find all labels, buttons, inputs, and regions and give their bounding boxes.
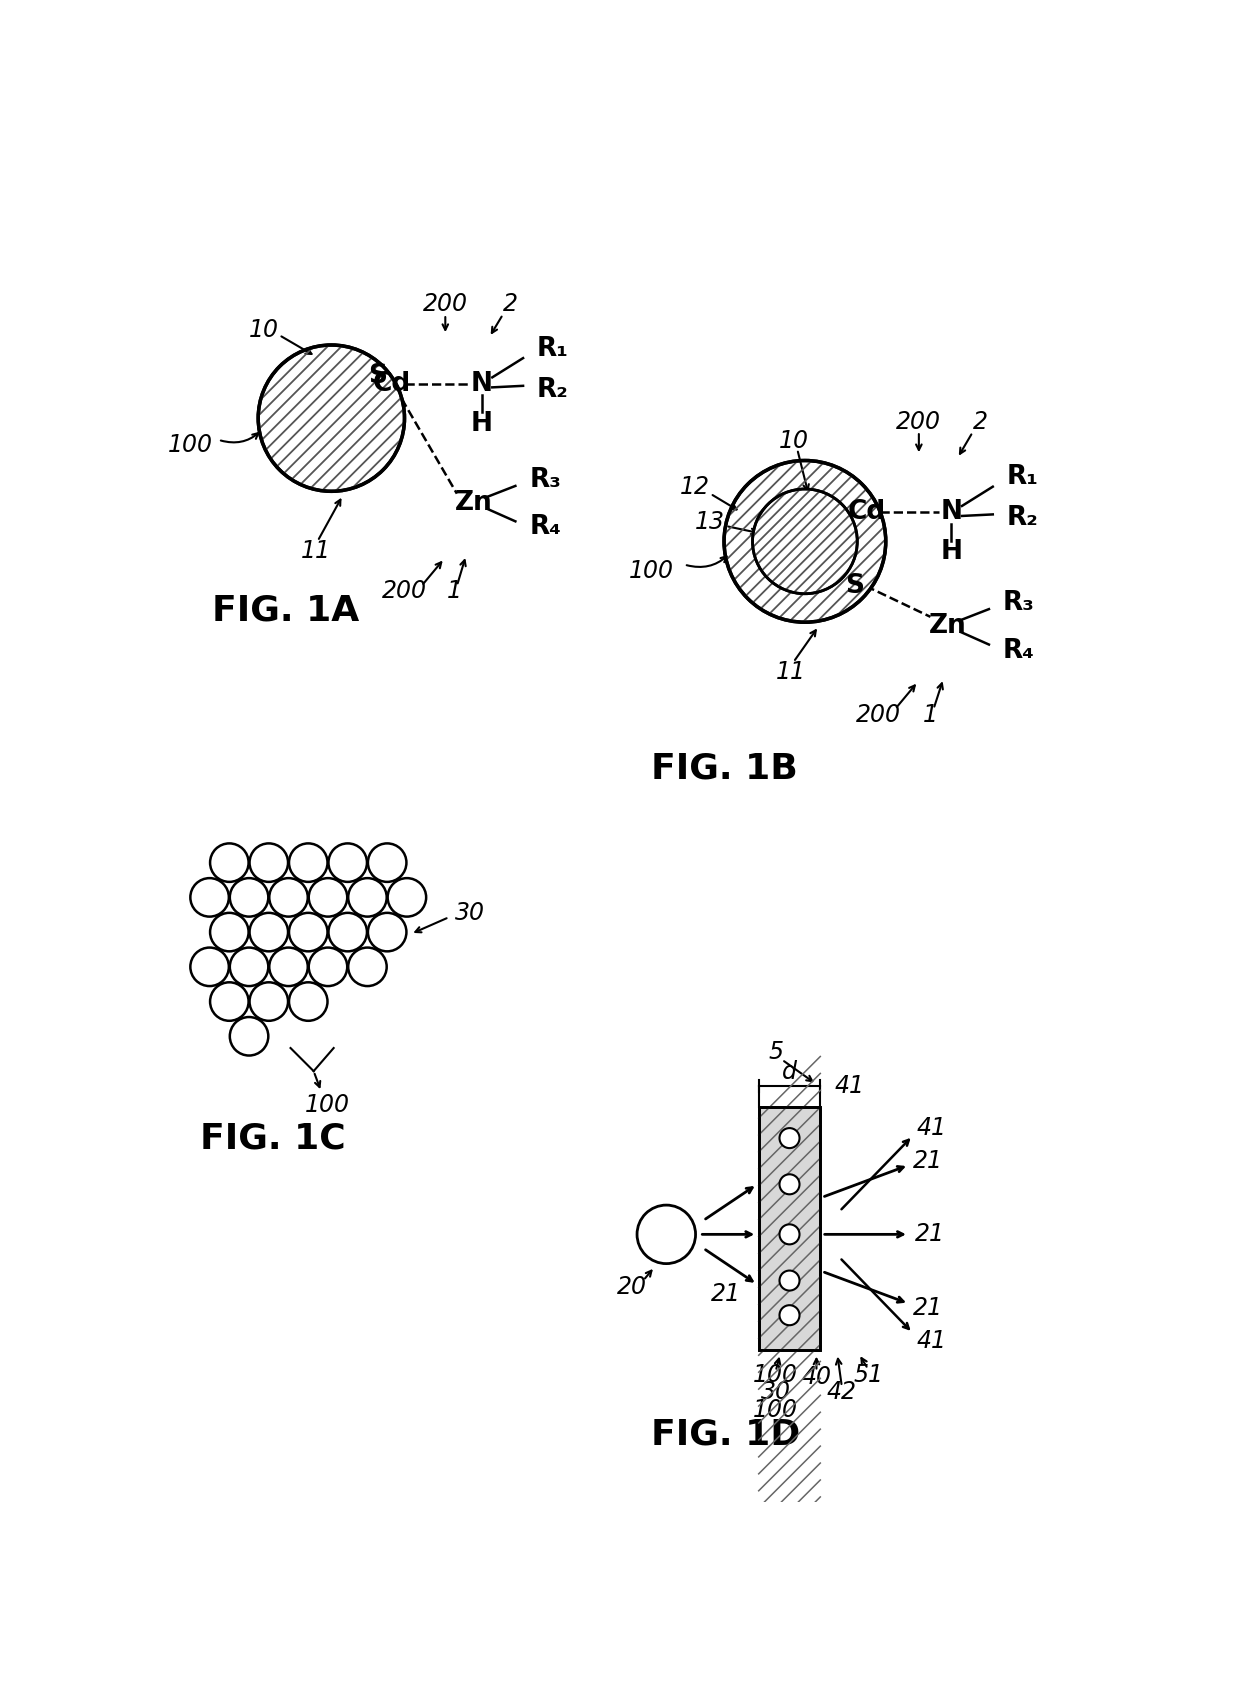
Text: FIG. 1C: FIG. 1C: [201, 1121, 346, 1155]
Text: FIG. 1B: FIG. 1B: [651, 751, 797, 785]
Circle shape: [780, 1128, 800, 1148]
Text: 100: 100: [753, 1362, 799, 1386]
Text: 51: 51: [853, 1362, 883, 1386]
Circle shape: [258, 344, 404, 491]
Circle shape: [249, 844, 288, 881]
Text: 41: 41: [835, 1074, 864, 1097]
Circle shape: [289, 913, 327, 952]
Text: 200: 200: [897, 410, 941, 434]
Circle shape: [191, 947, 229, 986]
Circle shape: [249, 982, 288, 1021]
Circle shape: [229, 947, 268, 986]
Text: 41: 41: [916, 1116, 947, 1139]
Text: 100: 100: [305, 1094, 350, 1117]
Circle shape: [309, 878, 347, 917]
Text: R₁: R₁: [537, 336, 569, 361]
Circle shape: [289, 844, 327, 881]
Text: 100: 100: [629, 559, 673, 582]
Text: 10: 10: [248, 317, 279, 341]
Text: 200: 200: [856, 702, 900, 726]
Text: 20: 20: [616, 1274, 646, 1298]
Text: R₃: R₃: [1003, 591, 1034, 616]
Text: 40: 40: [801, 1366, 832, 1389]
Text: R₄: R₄: [1003, 638, 1034, 663]
Text: 200: 200: [423, 292, 467, 316]
Text: 11: 11: [301, 540, 331, 564]
Text: R₁: R₁: [1007, 464, 1039, 491]
Text: FIG. 1A: FIG. 1A: [212, 594, 360, 628]
Circle shape: [289, 982, 327, 1021]
Text: 11: 11: [776, 660, 806, 684]
Circle shape: [229, 878, 268, 917]
Circle shape: [329, 844, 367, 881]
Text: 5: 5: [768, 1040, 784, 1063]
Circle shape: [269, 947, 308, 986]
Circle shape: [191, 878, 229, 917]
Text: N: N: [470, 370, 492, 397]
Circle shape: [368, 844, 407, 881]
Text: Cd: Cd: [372, 370, 410, 397]
Text: 100: 100: [753, 1398, 799, 1421]
Bar: [759, 1107, 821, 1350]
Circle shape: [348, 947, 387, 986]
Text: 2: 2: [973, 410, 988, 434]
Circle shape: [249, 913, 288, 952]
Circle shape: [368, 913, 407, 952]
Circle shape: [753, 490, 857, 594]
Circle shape: [753, 490, 857, 594]
Text: Zn: Zn: [455, 490, 492, 517]
Text: 42: 42: [827, 1381, 857, 1404]
Text: 2: 2: [503, 292, 518, 316]
Text: 13: 13: [696, 510, 725, 533]
Circle shape: [210, 844, 248, 881]
Text: Cd: Cd: [847, 500, 885, 525]
Text: Zn: Zn: [929, 613, 966, 640]
Bar: [759, 1107, 821, 1350]
Circle shape: [780, 1271, 800, 1291]
Circle shape: [348, 878, 387, 917]
Text: R₄: R₄: [529, 515, 562, 540]
Text: 21: 21: [913, 1295, 944, 1320]
Text: R₃: R₃: [529, 468, 560, 493]
Circle shape: [329, 913, 367, 952]
Text: N: N: [940, 500, 962, 525]
Text: 10: 10: [779, 429, 808, 454]
Circle shape: [637, 1205, 696, 1264]
Text: R₂: R₂: [537, 376, 569, 403]
Text: H: H: [470, 410, 492, 437]
Circle shape: [229, 1018, 268, 1055]
Text: 30: 30: [455, 900, 485, 925]
Text: FIG. 1D: FIG. 1D: [651, 1418, 800, 1452]
Circle shape: [780, 1305, 800, 1325]
Text: 21: 21: [913, 1150, 944, 1173]
Text: S: S: [368, 363, 387, 388]
Circle shape: [309, 947, 347, 986]
Circle shape: [388, 878, 427, 917]
Text: 1: 1: [448, 579, 463, 603]
Circle shape: [210, 982, 248, 1021]
Text: 12: 12: [680, 476, 709, 500]
Circle shape: [780, 1224, 800, 1244]
Circle shape: [269, 878, 308, 917]
Text: 21: 21: [915, 1222, 945, 1246]
Circle shape: [724, 461, 885, 623]
Text: d: d: [782, 1060, 797, 1084]
Text: 1: 1: [923, 702, 937, 726]
Circle shape: [780, 1175, 800, 1195]
Text: H: H: [940, 538, 962, 565]
Text: S: S: [846, 572, 864, 599]
Circle shape: [210, 913, 248, 952]
Text: 41: 41: [916, 1328, 947, 1352]
Text: 30: 30: [760, 1381, 791, 1404]
Text: 100: 100: [167, 434, 213, 457]
Text: R₂: R₂: [1007, 505, 1038, 532]
Text: 21: 21: [712, 1283, 742, 1307]
Text: 200: 200: [382, 579, 427, 603]
